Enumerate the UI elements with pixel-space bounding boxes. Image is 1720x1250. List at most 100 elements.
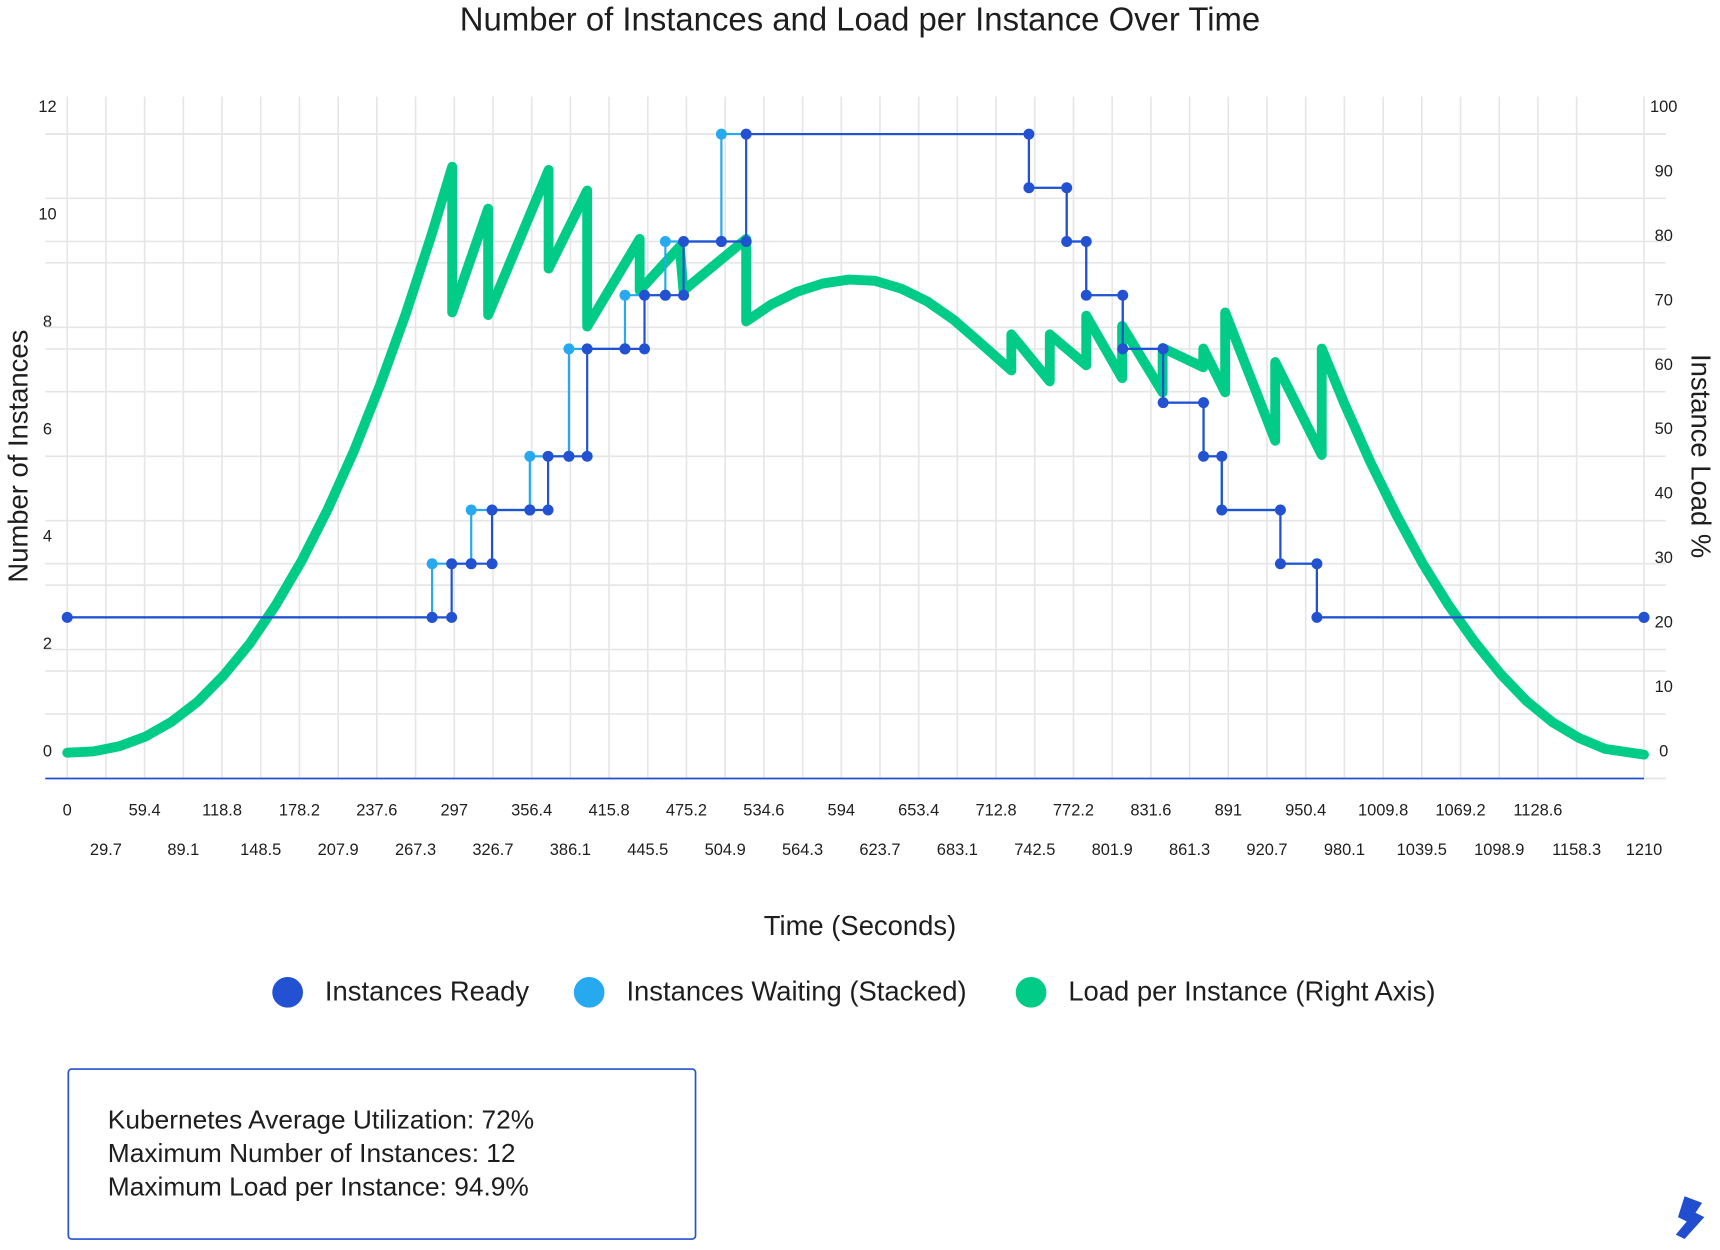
x-tick-label: 712.8	[976, 802, 1017, 820]
x-tick-label: 207.9	[318, 841, 359, 859]
y-tick-label: 4	[43, 528, 52, 546]
y2-tick-label: 70	[1655, 291, 1673, 309]
ready-point	[446, 611, 458, 623]
y2-tick-label: 20	[1655, 614, 1673, 632]
x-tick-label: 831.6	[1130, 802, 1171, 820]
ready-point	[678, 289, 690, 301]
ready-point	[1080, 289, 1092, 301]
x-tick-label: 623.7	[859, 841, 900, 859]
load-line	[62, 161, 1649, 760]
x-tick-label: 237.6	[356, 802, 397, 820]
x-tick-label: 504.9	[705, 841, 746, 859]
ready-point	[740, 236, 752, 247]
ready-point	[1157, 397, 1169, 409]
x-tick-label: 742.5	[1014, 841, 1055, 859]
ready-point	[715, 236, 727, 247]
y2-tick-label: 10	[1655, 678, 1673, 696]
waiting-point	[659, 236, 671, 247]
x-tick-label: 148.5	[240, 841, 281, 859]
x-tick-label: 267.3	[395, 841, 436, 859]
x-tick-label: 950.4	[1285, 802, 1326, 820]
legend-label: Instances Ready	[325, 976, 529, 1007]
y2-tick-label: 50	[1655, 420, 1673, 438]
waiting-point	[715, 128, 727, 140]
plot-area	[61, 128, 1650, 760]
annotation-box	[67, 1068, 697, 1240]
ready-point	[1216, 450, 1228, 462]
legend-label: Instances Waiting (Stacked)	[626, 976, 966, 1007]
x-tick-label: 594	[828, 802, 855, 820]
x-tick-label: 1069.2	[1435, 802, 1485, 820]
annotations: Kubernetes Average Utilization: 72%Maxim…	[108, 1105, 534, 1202]
legend-label: Load per Instance (Right Axis)	[1068, 976, 1435, 1007]
ready-point	[1023, 182, 1035, 194]
legend-marker	[272, 976, 303, 1008]
chart-title: Number of Instances and Load per Instanc…	[460, 1, 1260, 38]
ready-point	[659, 289, 671, 301]
grid: 029.759.489.1118.8148.5178.2207.9237.626…	[38, 96, 1677, 859]
ready-point	[1311, 558, 1323, 570]
x-tick-label: 1210	[1626, 841, 1663, 859]
x-tick-label: 0	[63, 802, 72, 820]
y2-tick-label: 30	[1655, 549, 1673, 567]
ready-point	[524, 504, 536, 516]
x-tick-label: 1039.5	[1397, 841, 1447, 859]
x-tick-label: 386.1	[550, 841, 591, 859]
waiting-point	[426, 558, 438, 570]
x-axis-label: Time (Seconds)	[764, 910, 956, 941]
x-tick-label: 891	[1215, 802, 1242, 820]
x-tick-label: 445.5	[627, 841, 668, 859]
ready-point	[542, 504, 554, 516]
waiting-point	[563, 343, 575, 355]
ready-point	[581, 343, 593, 355]
ready-point	[639, 289, 650, 301]
y2-tick-label: 80	[1655, 227, 1673, 245]
ready-point	[740, 128, 752, 140]
y-tick-label: 0	[43, 743, 52, 761]
y-tick-label: 10	[38, 206, 56, 224]
x-tick-label: 1009.8	[1358, 802, 1408, 820]
ready-point	[1274, 504, 1286, 516]
ready-point	[619, 343, 631, 355]
x-tick-label: 564.3	[782, 841, 823, 859]
ready-point	[678, 236, 690, 247]
ready-point	[446, 558, 458, 570]
ready-point	[1117, 289, 1129, 301]
ready-point	[1198, 397, 1210, 409]
ready-point	[563, 450, 575, 462]
y2-tick-label: 40	[1655, 485, 1673, 503]
x-tick-label: 29.7	[90, 841, 122, 859]
ready-point	[639, 343, 650, 355]
legend: Instances Ready Instances Waiting (Stacke…	[272, 976, 1435, 1008]
ready-point	[581, 450, 593, 462]
ready-point	[426, 611, 438, 623]
legend-marker	[573, 976, 605, 1008]
waiting-point	[465, 504, 477, 516]
ready-point	[486, 558, 498, 570]
ready-point	[1198, 450, 1210, 462]
x-tick-label: 534.6	[743, 802, 784, 820]
x-tick-label: 475.2	[666, 802, 707, 820]
x-tick-label: 920.7	[1246, 841, 1287, 859]
y2-tick-label: 90	[1655, 162, 1673, 180]
annotation: Maximum Number of Instances: 12	[108, 1138, 516, 1168]
x-tick-label: 801.9	[1092, 841, 1133, 859]
x-tick-label: 326.7	[472, 841, 513, 859]
y-axis-label: Number of Instances	[2, 330, 33, 583]
x-tick-label: 861.3	[1169, 841, 1210, 859]
ready-point	[1061, 236, 1073, 247]
ready-point	[1216, 504, 1228, 516]
x-tick-label: 980.1	[1324, 841, 1365, 859]
ready-point	[1080, 236, 1092, 247]
waiting-point	[619, 289, 631, 301]
annotation: Maximum Load per Instance: 94.9%	[108, 1172, 529, 1202]
x-tick-label: 653.4	[898, 802, 939, 820]
y-tick-label: 12	[38, 98, 56, 116]
x-tick-label: 356.4	[511, 802, 552, 820]
y2-tick-label: 60	[1655, 356, 1673, 374]
x-tick-label: 297	[441, 802, 468, 820]
ready-point	[1061, 182, 1073, 194]
ready-point	[465, 558, 477, 570]
ready-point	[542, 450, 554, 462]
